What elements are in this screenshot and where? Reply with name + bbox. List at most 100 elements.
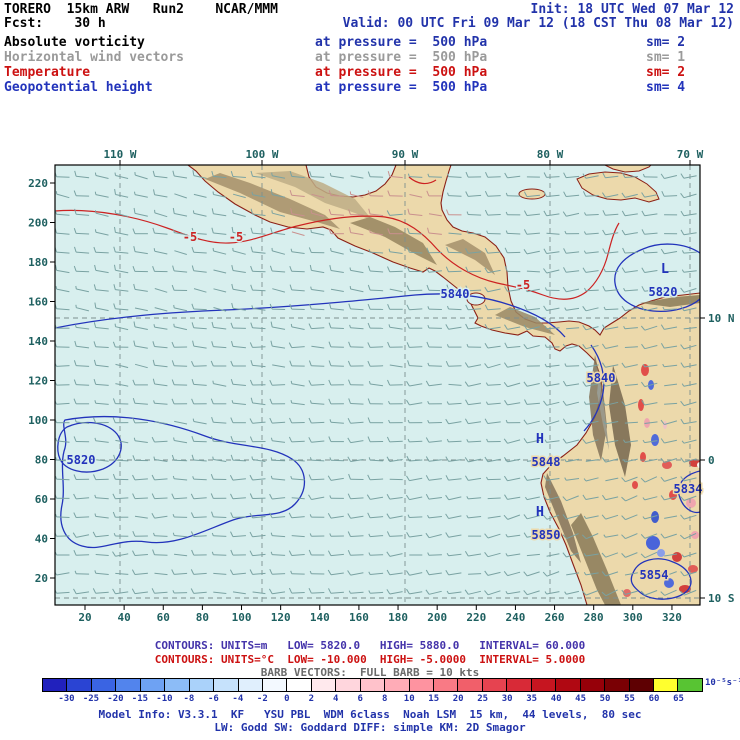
height-contours: [55, 243, 700, 600]
vorticity-blob: [703, 467, 711, 475]
island-hispaniola: [576, 171, 660, 203]
colorbar-tick-label: -6: [207, 694, 219, 704]
map-label: 5820: [67, 453, 96, 467]
axis-frame: 220 200 180 160 140 120 100 80 60 40 20 20 40 60 80 100…: [28, 148, 734, 624]
axis-label: 100: [28, 414, 48, 427]
axis-label: 120: [271, 611, 291, 624]
model-info-line2: LW: Godd SW: Goddard DIFF: simple KM: 2D…: [214, 721, 526, 734]
axis-label: 20: [35, 572, 48, 585]
vorticity-blob: [623, 589, 631, 597]
colorbar-segment: [165, 679, 190, 691]
axis-label: 100: [232, 611, 252, 624]
axis-label: 90 W: [392, 148, 419, 161]
axis-label: 140: [310, 611, 330, 624]
barb-vector-info: BARB VECTORS: FULL BARB = 10 kts: [260, 666, 480, 679]
colorbar-segment: [434, 679, 459, 691]
colorbar-tick-label: 40: [550, 694, 562, 704]
field-smoothing: sm= 4: [646, 80, 686, 95]
axis-label: 20: [78, 611, 91, 624]
contour-info-height: CONTOURS: UNITS=m LOW= 5820.0 HIGH= 5880…: [154, 639, 586, 652]
axis-label: 70 W: [677, 148, 704, 161]
axis-label: 80: [35, 454, 48, 467]
colorbar-tick-label: 10: [403, 694, 415, 704]
field-level: at pressure = 500 hPa: [315, 35, 488, 50]
colorbar-tick-label: -8: [183, 694, 195, 704]
map-label: 5820: [649, 285, 678, 299]
island-jamaica: [518, 188, 546, 200]
colorbar-tick-label: 4: [333, 694, 339, 704]
colorbar-segment: [67, 679, 92, 691]
axis-label: 80: [196, 611, 209, 624]
colorbar-tick-label: 15: [428, 694, 440, 704]
vorticity-blob: [672, 552, 682, 562]
field-smoothing: sm= 1: [646, 50, 686, 65]
colorbar-tick-label: -30: [58, 694, 75, 704]
colorbar-tick-label: 20: [452, 694, 464, 704]
axis-label: 120: [28, 375, 48, 388]
axis-label: 60: [35, 493, 48, 506]
colorbar-segment: [678, 679, 702, 691]
valid-time: Valid: 00 UTC Fri 09 Mar 12 (18 CST Thu …: [342, 16, 734, 31]
vorticity-blob: [686, 498, 696, 508]
map-label: H: [536, 431, 544, 447]
field-level: at pressure = 500 hPa: [315, 65, 488, 80]
init-time: Init: 18 UTC Wed 07 Mar 12: [530, 2, 735, 17]
vorticity-blob: [691, 531, 699, 539]
colorbar-segment: [189, 679, 215, 691]
vorticity-blob: [662, 461, 672, 469]
field-level: at pressure = 500 hPa: [315, 50, 488, 65]
field-row-temperature: Temperature at pressure = 500 hPa sm= 2: [0, 28, 740, 80]
axis-label: 280: [584, 611, 604, 624]
height-contour: [55, 293, 566, 338]
colorbar-segment: [214, 679, 239, 691]
height-contour: [630, 558, 692, 600]
colorbar-segment: [311, 679, 337, 691]
axis-label: 160: [349, 611, 369, 624]
map-label: -5: [229, 230, 243, 244]
contour-info-temperature: CONTOURS: UNITS=°C LOW= -10.000 HIGH= -5…: [154, 653, 586, 666]
axis-label: 240: [505, 611, 525, 624]
colorbar-tick-label: 6: [357, 694, 363, 704]
map-label: H: [536, 504, 544, 520]
axis-label: 180: [388, 611, 408, 624]
axis-label: 180: [28, 256, 48, 269]
wind-barb-layer: [55, 170, 697, 597]
vorticity-blob: [657, 549, 665, 557]
vorticity-blob: [697, 462, 700, 468]
colorbar-tick-label: 55: [624, 694, 635, 704]
terrain-patch: [445, 239, 495, 275]
axis-label: 200: [427, 611, 447, 624]
map-annotations: -5 -5 -5 5840 L 5820 5820 5840 H 5848 H 5850 5834 585…: [65, 229, 704, 584]
map-label: 5840: [587, 371, 616, 385]
model-info-line1: Model Info: V3.3.1 KF YSU PBL WDM 6class…: [98, 708, 642, 721]
colorbar-segment: [43, 679, 68, 691]
colorbar-segment: [140, 679, 166, 691]
axis-label: 200: [28, 217, 48, 230]
colorbar-tick-label: 25: [477, 694, 489, 704]
axis-label: 40: [118, 611, 131, 624]
axis-label: 220: [466, 611, 486, 624]
map-label: -5: [183, 230, 197, 244]
vorticity-blob: [679, 585, 691, 593]
colorbar-tick-label: 45: [575, 694, 586, 704]
terrain-patch: [255, 171, 373, 221]
vorticity-blob: [651, 434, 659, 446]
header: TORERO 15km ARW Run2 NCAR/MMM Init: 18 U…: [0, 0, 740, 95]
field-row-vorticity: Absolute vorticity at pressure = 500 hPa…: [0, 0, 740, 50]
colorbar-segment: [482, 679, 508, 691]
vorticity-blob: [706, 550, 714, 560]
colorbar-segment: [458, 679, 483, 691]
field-level: at pressure = 500 hPa: [315, 80, 488, 95]
map-label: 5840: [441, 287, 470, 301]
axis-label: 40: [35, 533, 48, 546]
vorticity-blob: [710, 580, 720, 590]
axis-label: 60: [157, 611, 170, 624]
height-contour: [60, 415, 306, 549]
axis-label: 10 N: [708, 312, 735, 325]
map-label: 5850: [532, 528, 561, 542]
colorbar-tick-label: 50: [599, 694, 611, 704]
colorbar-tick-label: -4: [232, 694, 244, 704]
axis-label: 110 W: [103, 148, 136, 161]
colorbar-segment: [238, 679, 263, 691]
